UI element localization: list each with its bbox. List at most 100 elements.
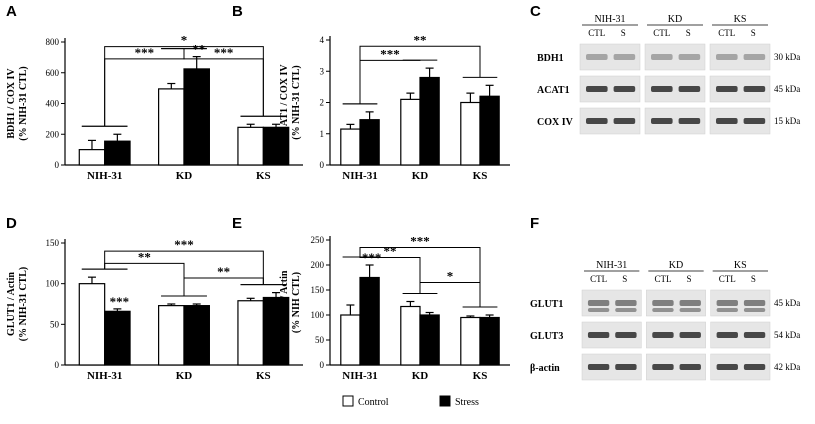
blot-lane-label: S — [621, 28, 626, 38]
x-category-label: NIH-31 — [342, 170, 377, 182]
blot-band — [743, 300, 766, 306]
blot-band — [587, 364, 610, 370]
y-axis-label: (% NIH-31 CTL) — [18, 267, 29, 341]
blot-band — [716, 118, 738, 124]
bar-stress-nih-31 — [104, 140, 131, 166]
blot-kda-label: 54 kDa — [774, 330, 800, 340]
legend-label-stress: Stress — [455, 397, 479, 408]
y-axis-label: ACAT1 / COX IV — [279, 64, 290, 141]
blot-band — [615, 332, 637, 338]
blot-panel-c: C NIH-31 CTL S KD CTL S KS CTL S BDH1 30 kDa ACAT1 45… — [530, 3, 800, 135]
blot-kda-label: 30 kDa — [774, 52, 800, 62]
y-axis-label: (% NIH-31 CTL) — [291, 65, 302, 139]
bar-stress-nih-31 — [359, 119, 380, 166]
blot-band — [743, 308, 766, 312]
blot-band — [743, 364, 766, 370]
x-category-label: KD — [176, 370, 193, 382]
blot-protein-label: GLUT1 — [530, 299, 563, 310]
blot-lane-label: CTL — [588, 28, 605, 38]
significance-label: *** — [135, 45, 155, 60]
legend-label-control: Control — [358, 397, 389, 408]
y-tick-label: 50 — [315, 335, 325, 345]
blot-band — [743, 118, 766, 124]
blot-band — [743, 332, 766, 338]
blot-kda-label: 42 kDa — [774, 362, 800, 372]
y-tick-label: 50 — [50, 319, 60, 329]
bar-stress-ks — [479, 316, 500, 366]
blot-lane-label: CTL — [719, 274, 736, 284]
blot-group-label: KD — [668, 14, 682, 25]
blot-lane-label: S — [751, 274, 756, 284]
y-axis-label: (% NIH-31 CTL) — [18, 66, 29, 140]
x-category-label: NIH-31 — [87, 170, 122, 182]
blot-protein-label: BDH1 — [537, 53, 564, 64]
blot-band — [678, 86, 701, 92]
bar-control-nih-31 — [340, 128, 361, 166]
blot-protein-label: ACAT1 — [537, 85, 570, 96]
y-tick-label: 100 — [46, 279, 60, 289]
blot-band — [716, 308, 738, 312]
blot-protein-label: COX IV — [537, 117, 574, 128]
bar-control-kd — [400, 305, 421, 366]
significance-label: ** — [384, 244, 397, 259]
x-category-label: KD — [176, 170, 193, 182]
significance-bracket — [104, 262, 185, 296]
blot-band — [652, 364, 674, 370]
blot-band — [716, 86, 738, 92]
bar-stress-nih-31 — [104, 310, 131, 366]
bar-control-kd — [158, 305, 185, 366]
y-tick-label: 1 — [320, 129, 325, 139]
blot-band — [679, 364, 701, 370]
bar-control-kd — [158, 88, 185, 166]
bar-control-kd — [400, 98, 421, 166]
significance-label: *** — [214, 45, 234, 60]
legend-swatch-control — [342, 395, 354, 407]
significance-bracket — [183, 277, 264, 296]
blot-lane-label: S — [687, 274, 692, 284]
bar-stress-ks — [262, 296, 290, 366]
panel-letter: E — [232, 215, 242, 232]
y-tick-label: 200 — [311, 260, 325, 270]
y-tick-label: 800 — [46, 37, 60, 47]
y-axis-label: GLUT3 / Actin — [279, 270, 290, 334]
x-category-label: KD — [412, 370, 429, 382]
x-category-label: KS — [473, 370, 488, 382]
significance-label: ** — [138, 249, 151, 264]
panel-letter: D — [6, 215, 17, 232]
y-tick-label: 250 — [311, 235, 325, 245]
significance-bracket — [419, 282, 481, 307]
y-axis-label: BDH1 / COX IV — [6, 68, 17, 139]
y-tick-label: 0 — [320, 160, 325, 170]
blot-lane-label: CTL — [590, 274, 607, 284]
blot-protein-label: GLUT3 — [530, 331, 563, 342]
panel-letter: A — [6, 3, 17, 20]
blot-strip — [644, 43, 706, 71]
x-category-label: NIH-31 — [342, 370, 377, 382]
x-category-label: KS — [473, 170, 488, 182]
blot-band — [651, 54, 673, 60]
blot-band — [615, 300, 637, 306]
bar-stress-kd — [183, 305, 210, 366]
blot-group-label: KS — [734, 14, 747, 25]
blot-band — [651, 118, 673, 124]
blot-band — [652, 300, 674, 306]
blot-kda-label: 45 kDa — [774, 298, 800, 308]
panel-letter: F — [530, 215, 539, 232]
blot-strip — [579, 43, 641, 71]
significance-label: *** — [380, 46, 400, 61]
significance-label: *** — [362, 250, 382, 265]
y-tick-label: 150 — [46, 238, 60, 248]
blot-protein-label: β-actin — [530, 363, 560, 374]
blot-band — [587, 308, 610, 312]
y-tick-label: 2 — [320, 98, 325, 108]
blot-band — [587, 332, 610, 338]
blot-group-label: NIH-31 — [596, 260, 627, 271]
blot-lane-label: CTL — [654, 274, 671, 284]
blot-band — [586, 86, 608, 92]
blot-band — [652, 308, 674, 312]
blot-band — [679, 308, 701, 312]
blot-lane-label: S — [686, 28, 691, 38]
x-category-label: KS — [256, 170, 271, 182]
blot-kda-label: 15 kDa — [774, 116, 800, 126]
significance-label: * — [181, 33, 188, 48]
